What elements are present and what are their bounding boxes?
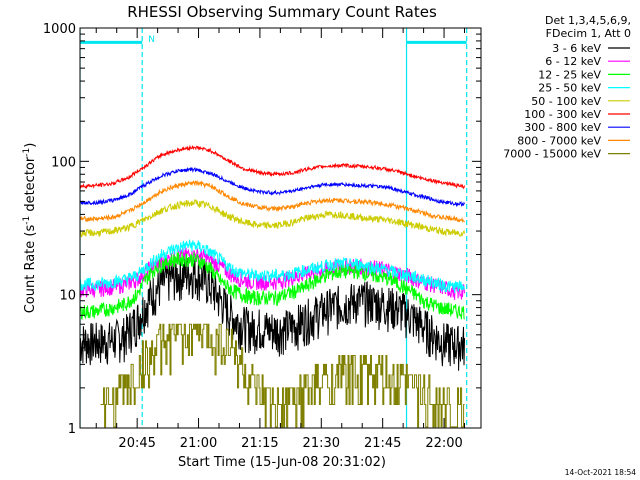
legend-label: 800 - 7000 keV <box>517 134 601 147</box>
y-tick-label: 1 <box>68 422 76 437</box>
x-tick-label: 21:00 <box>180 436 217 451</box>
x-axis-label: Start Time (15-Jun-08 20:31:02) <box>178 455 386 470</box>
legend-header-line: Det 1,3,4,5,6,9, <box>545 14 631 27</box>
legend: Det 1,3,4,5,6,9,FDecim 1, Att 0 3 - 6 keV… <box>503 14 631 161</box>
series-line-3 <box>80 252 465 320</box>
flag-label: N <box>148 35 155 45</box>
series-line-1 <box>80 257 465 371</box>
legend-label: 7000 - 15000 keV <box>503 148 601 161</box>
series-line-4 <box>80 239 465 294</box>
timestamp: 14-Oct-2021 18:54 <box>565 468 636 477</box>
y-axis: 1000 100 10 1 <box>43 22 481 437</box>
y-axis-label: Count Rate (s-1 detector-1) <box>22 143 38 314</box>
legend-label: 3 - 6 keV <box>552 42 601 55</box>
y-tick-label: 1000 <box>43 22 76 37</box>
x-tick-label: 22:00 <box>425 436 462 451</box>
series-line-5 <box>80 199 465 238</box>
legend-header-line: FDecim 1, Att 0 <box>546 27 631 40</box>
x-tick-label: 21:45 <box>364 436 401 451</box>
series-line-6 <box>80 144 465 190</box>
series-line-2 <box>80 247 465 301</box>
series-line-9 <box>100 323 465 428</box>
y-tick-label: 100 <box>51 155 76 170</box>
series-line-8 <box>80 179 465 223</box>
series-line-7 <box>80 166 465 208</box>
x-axis: 20:45 21:00 21:15 21:30 21:45 22:00 <box>95 28 466 451</box>
y-tick-label: 10 <box>59 289 76 304</box>
chart-title: RHESSI Observing Summary Count Rates <box>127 3 437 21</box>
legend-label: 12 - 25 keV <box>538 68 601 81</box>
legend-label: 6 - 12 keV <box>545 55 601 68</box>
x-tick-label: 20:45 <box>118 436 155 451</box>
x-tick-label: 21:30 <box>303 436 340 451</box>
legend-label: 300 - 800 keV <box>524 121 601 134</box>
legend-label: 25 - 50 keV <box>538 82 601 95</box>
legend-label: 100 - 300 keV <box>524 108 601 121</box>
x-tick-label: 21:15 <box>241 436 278 451</box>
legend-label: 50 - 100 keV <box>531 95 601 108</box>
